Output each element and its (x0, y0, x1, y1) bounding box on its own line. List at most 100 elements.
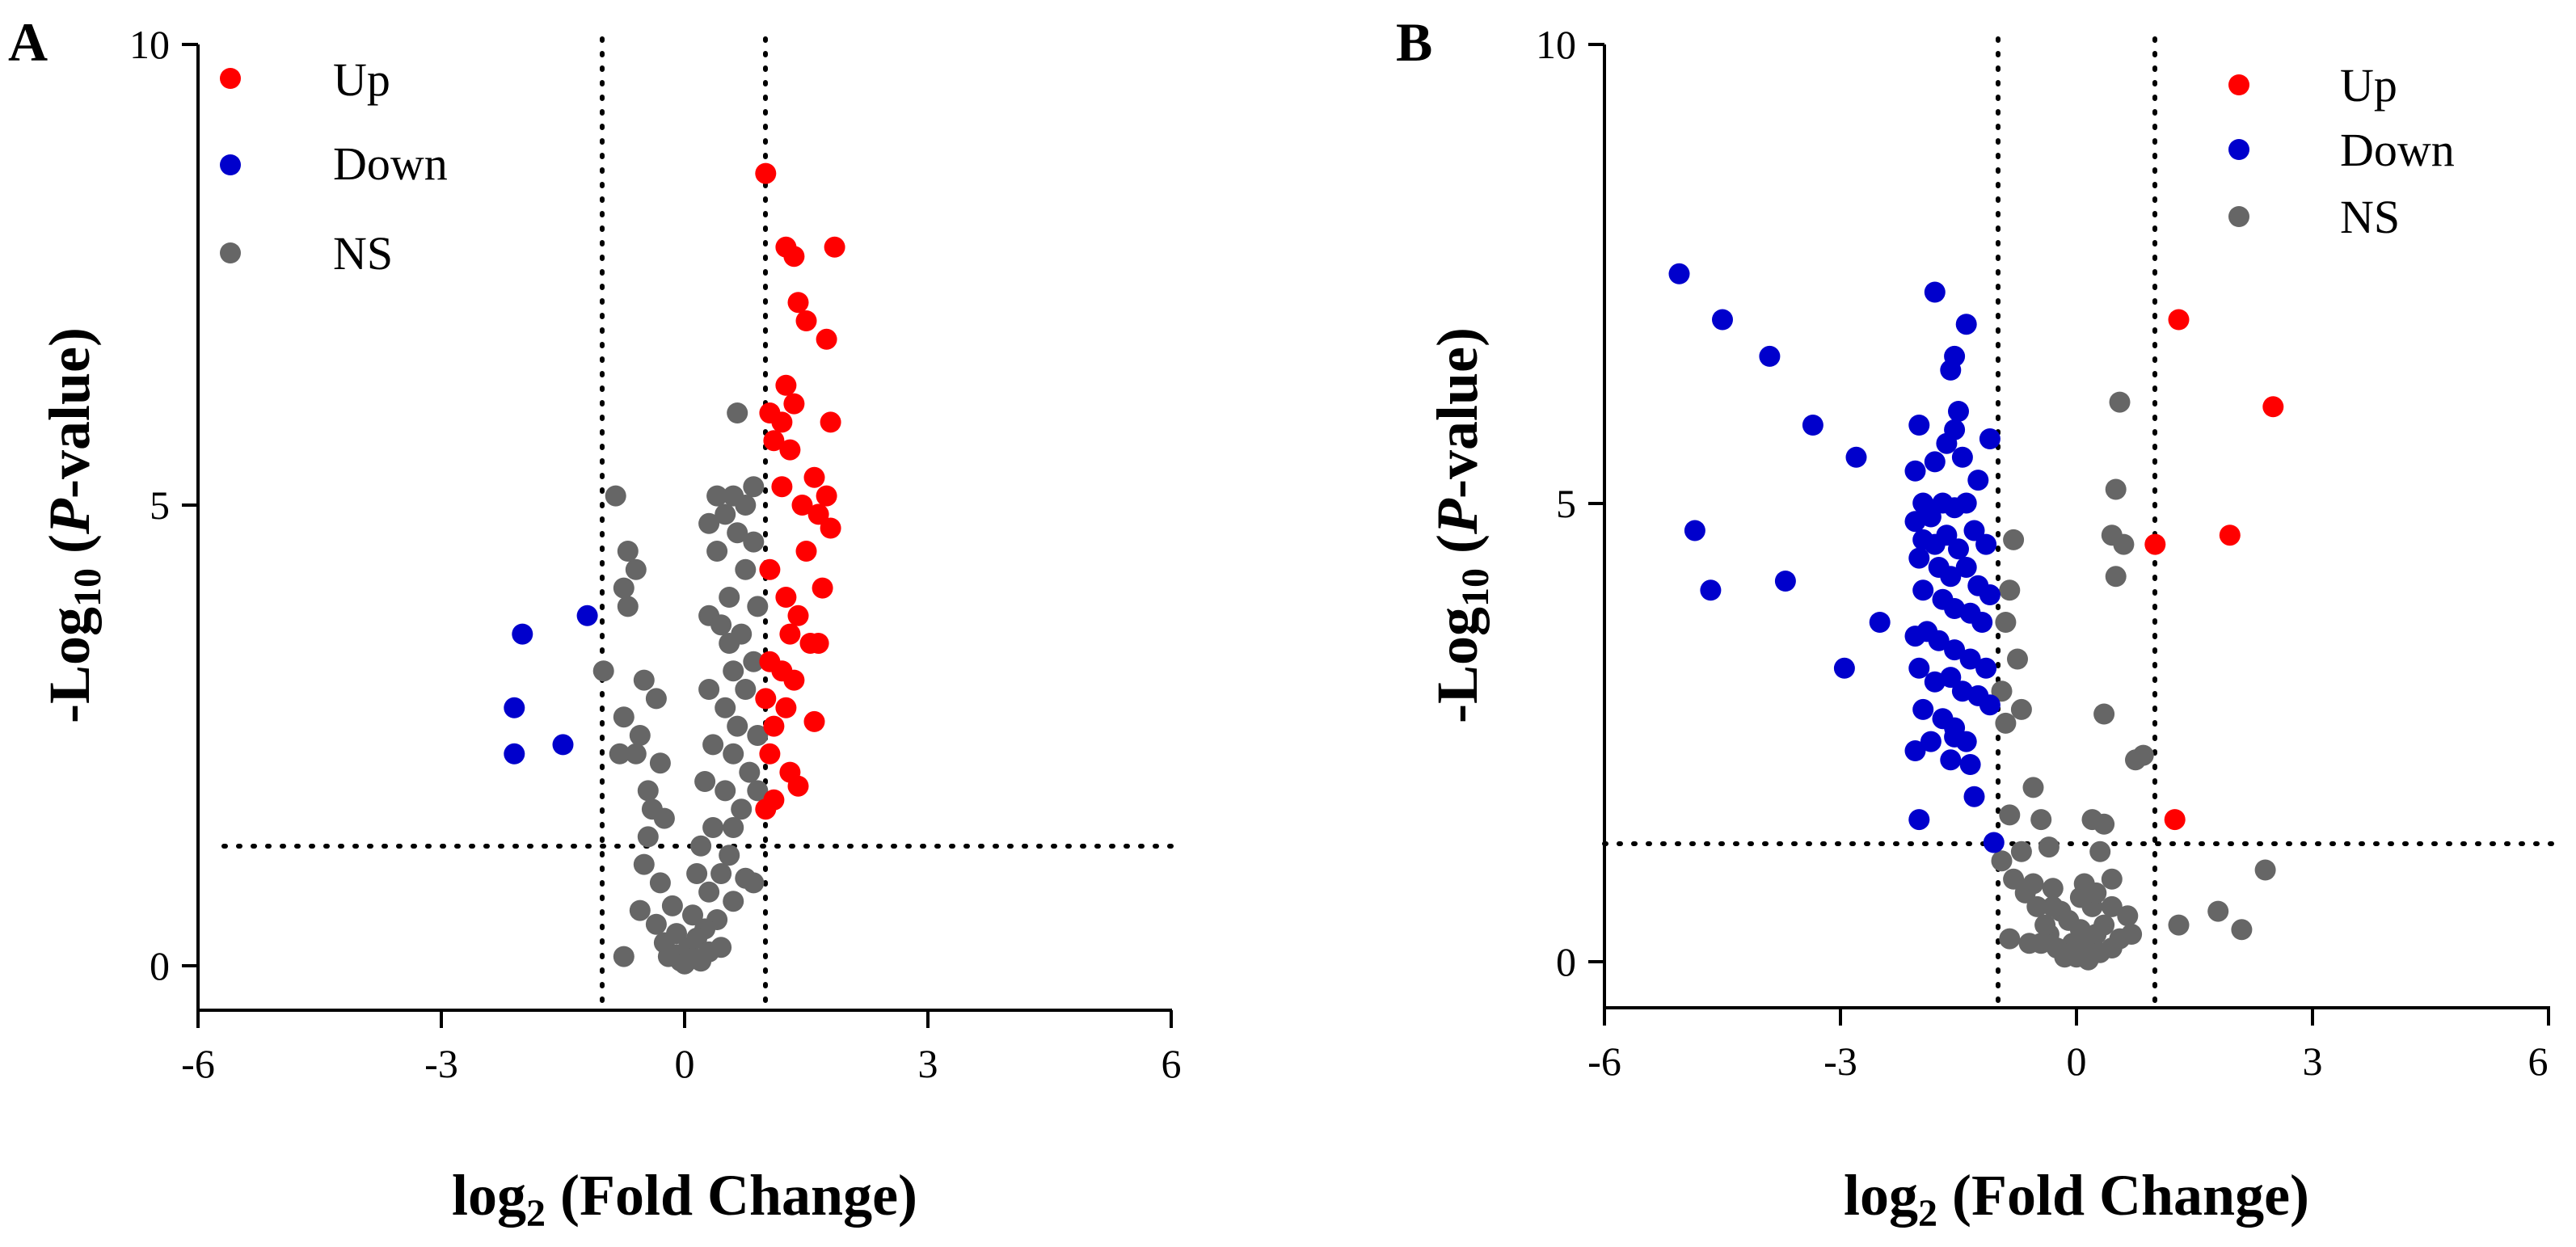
point-ns-a (694, 771, 716, 792)
y-axis-b: 0 5 10 (1536, 22, 1606, 1008)
y-axis-title-open-b: ( (1425, 534, 1490, 568)
legend-marker-ns-a (220, 242, 241, 263)
x-axis-title-rest-b: (Fold Change) (1937, 1163, 2309, 1228)
point-ns-a (637, 780, 659, 802)
y-tick-label-a: 0 (150, 943, 170, 988)
point-ns-b (2254, 859, 2276, 881)
point-ns-a (723, 660, 744, 682)
y-axis-title-italic-a: P (37, 498, 102, 535)
point-down-b (1951, 446, 1973, 468)
panel-a: A 0 5 10 -6 -3 0 3 6 lo (8, 11, 1182, 1235)
x-tick-label-a: 3 (918, 1041, 938, 1086)
point-down-b (1979, 694, 2001, 716)
y-axis-title-a: -Log10 (P-value) (37, 327, 109, 723)
point-ns-b (2042, 895, 2064, 917)
point-ns-b (2113, 533, 2135, 555)
point-ns-a (661, 895, 683, 916)
point-ns-a (698, 881, 720, 903)
point-ns-b (2038, 836, 2060, 858)
point-ns-b (2085, 924, 2107, 945)
point-up-b (2164, 809, 2186, 831)
point-ns-a (727, 522, 748, 544)
point-ns-a (686, 863, 708, 884)
y-axis-title-sub-a: 10 (66, 568, 109, 607)
point-up-a (779, 623, 801, 645)
point-ns-b (2022, 777, 2044, 798)
point-down-b (1967, 470, 1989, 491)
point-ns-a (690, 950, 712, 972)
y-axis-title-rest-b: -value) (1425, 327, 1490, 499)
point-ns-a (637, 826, 659, 848)
x-tick-label-a: 0 (675, 1041, 695, 1086)
point-ns-a (592, 660, 614, 682)
point-ns-a (649, 752, 671, 774)
legend-label-up-a: Up (333, 53, 390, 106)
point-down-b (1979, 584, 2001, 605)
x-tick-label-b: -6 (1587, 1038, 1621, 1084)
point-ns-b (2105, 478, 2127, 500)
point-ns-a (698, 512, 720, 534)
point-ns-b (2026, 895, 2048, 917)
point-down-b (1979, 428, 2001, 449)
point-down-b (1983, 832, 2005, 853)
x-tick-label-a: -3 (424, 1041, 458, 1086)
point-up-a (759, 743, 781, 765)
legend-a: Up Down NS (220, 53, 448, 280)
point-down-b (1700, 579, 1722, 601)
point-ns-a (702, 817, 724, 838)
legend-marker-down-b (2228, 139, 2249, 160)
point-ns-b (2030, 933, 2052, 954)
point-ns-b (2207, 900, 2229, 922)
y-tick-label-b: 10 (1536, 22, 1576, 67)
y-axis-title-b: -Log10 (P-value) (1425, 327, 1497, 723)
y-axis-title-rest-a: -value) (37, 327, 102, 499)
y-tick-label-a: 5 (150, 482, 170, 528)
legend-label-ns-b: NS (2340, 191, 2400, 243)
point-ns-b (1995, 712, 2017, 734)
point-up-a (779, 439, 801, 461)
point-up-a (791, 495, 813, 516)
point-down-b (1936, 524, 1958, 546)
point-ns-a (629, 899, 651, 921)
point-down-b (1955, 557, 1977, 578)
point-down-b (1668, 263, 1690, 284)
point-up-b (2168, 309, 2190, 331)
point-ns-b (2117, 905, 2139, 927)
point-down-a (504, 697, 525, 718)
point-up-a (812, 577, 833, 599)
point-ns-a (727, 402, 748, 423)
threshold-lines-a (221, 36, 1181, 1005)
point-ns-a (625, 743, 647, 765)
legend-label-down-a: Down (333, 137, 448, 190)
point-ns-a (715, 697, 736, 718)
point-up-a (787, 605, 809, 626)
y-axis-title-main-a: -Log (37, 607, 102, 723)
legend-marker-ns-b (2228, 206, 2249, 227)
x-axis-title-main-a: log (452, 1163, 526, 1228)
point-down-b (1944, 598, 1966, 619)
panel-label-a: A (8, 11, 48, 73)
point-ns-b (2042, 878, 2064, 899)
point-ns-a (629, 725, 651, 746)
point-ns-a (605, 485, 626, 507)
point-down-b (1940, 566, 1962, 588)
point-up-a (763, 430, 785, 452)
point-ns-b (1995, 612, 2017, 633)
point-up-a (775, 697, 797, 718)
point-down-b (1975, 657, 1997, 679)
point-ns-a (719, 633, 740, 654)
x-axis-a: -6 -3 0 3 6 (181, 1009, 1182, 1086)
point-ns-a (706, 541, 728, 562)
point-down-b (1948, 401, 1969, 422)
point-ns-a (710, 614, 732, 636)
point-down-b (1845, 446, 1867, 468)
point-down-b (1712, 309, 1733, 331)
point-down-b (1774, 571, 1796, 592)
x-tick-label-a: -6 (181, 1041, 215, 1086)
point-ns-b (2089, 840, 2111, 862)
point-ns-a (731, 798, 753, 820)
point-down-b (1948, 538, 1969, 560)
point-ns-b (2231, 919, 2253, 941)
point-ns-b (2007, 648, 2028, 670)
